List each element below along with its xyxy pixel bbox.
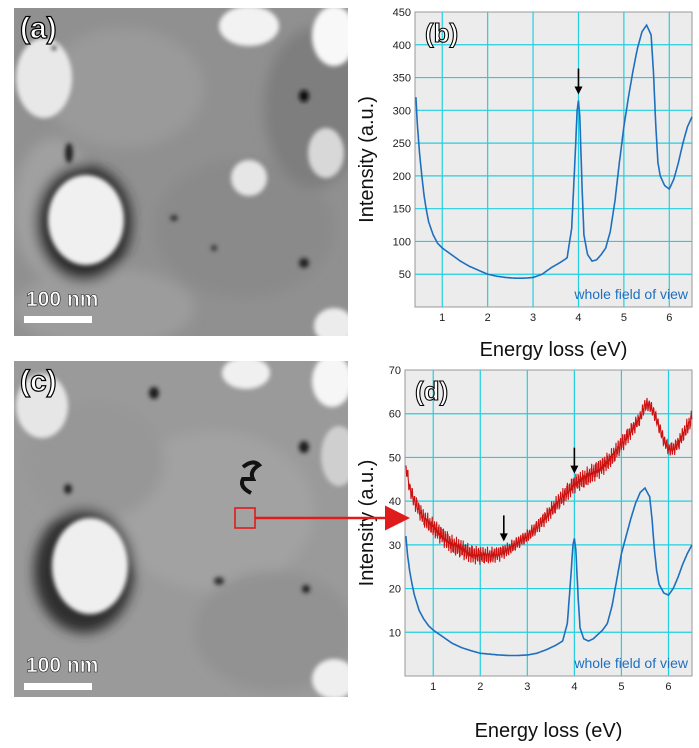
micrograph-c: (c) 100 nm xyxy=(14,361,348,697)
y-tick-label: 250 xyxy=(393,138,411,150)
y-tick-label: 200 xyxy=(393,171,411,183)
series-line-1 xyxy=(405,486,693,657)
chart-svg: 1 2 3 4 5 6 50 100 150 200 250 300 350 400 450 (b) whole… xyxy=(356,7,693,361)
panel-label: (b) xyxy=(425,18,458,48)
x-tick-label: 2 xyxy=(485,312,491,324)
peak-arrow xyxy=(574,68,583,95)
y-tick-label: 40 xyxy=(389,496,401,508)
y-tick-label: 400 xyxy=(393,40,411,52)
micrograph-c-image xyxy=(14,361,348,697)
scale-label-c: 100 nm xyxy=(26,654,99,678)
y-tick-label: 10 xyxy=(389,627,401,639)
micrograph-a: (a) 100 nm xyxy=(14,8,348,336)
micrograph-a-image xyxy=(14,8,348,336)
x-tick-label: 1 xyxy=(430,681,436,693)
panel-label: (d) xyxy=(415,376,448,406)
x-tick-label: 4 xyxy=(575,312,581,324)
series-line-0 xyxy=(405,397,693,565)
y-tick-label: 50 xyxy=(399,269,411,281)
x-tick-label: 5 xyxy=(621,312,627,324)
y-tick-label: 30 xyxy=(389,540,401,552)
x-tick-label: 3 xyxy=(530,312,536,324)
y-tick-label: 20 xyxy=(389,584,401,596)
y-tick-label: 100 xyxy=(393,236,411,248)
annotation-label: whole field of view xyxy=(573,655,689,671)
scale-label-a: 100 nm xyxy=(26,288,99,312)
x-tick-label: 1 xyxy=(439,312,445,324)
y-axis-label: Intensity (a.u.) xyxy=(356,96,378,223)
y-tick-label: 150 xyxy=(393,204,411,216)
series-line-0 xyxy=(415,23,693,280)
x-tick-label: 6 xyxy=(665,681,671,693)
y-tick-label: 50 xyxy=(389,452,401,464)
y-axis-label: Intensity (a.u.) xyxy=(356,460,378,587)
chart-svg: 1 2 3 4 5 6 10 20 30 40 50 60 70 (d) whole field of vi… xyxy=(356,365,693,742)
x-tick-label: 2 xyxy=(477,681,483,693)
plot-area xyxy=(404,369,693,677)
y-tick-label: 350 xyxy=(393,73,411,85)
panel-label-a: (a) xyxy=(19,11,57,45)
peak-arrow xyxy=(499,515,508,542)
y-tick-label: 70 xyxy=(389,365,401,377)
x-tick-label: 6 xyxy=(666,312,672,324)
annotation-label: whole field of view xyxy=(573,286,689,302)
scale-bar-c xyxy=(24,683,92,690)
panel-label-c: (c) xyxy=(19,364,57,398)
scale-bar-a xyxy=(24,316,92,323)
y-tick-label: 450 xyxy=(393,7,411,19)
plot-area xyxy=(414,11,693,308)
x-axis-label: Energy loss (eV) xyxy=(480,339,628,361)
x-tick-label: 5 xyxy=(618,681,624,693)
x-tick-label: 4 xyxy=(571,681,577,693)
spectrum-chart-b: 1 2 3 4 5 6 50 100 150 200 250 300 350 400 450 (b) whole… xyxy=(355,0,699,362)
y-tick-label: 300 xyxy=(393,105,411,117)
peak-arrow xyxy=(570,447,579,474)
x-tick-label: 3 xyxy=(524,681,530,693)
spectrum-chart-d: 1 2 3 4 5 6 10 20 30 40 50 60 70 (d) whole field of vi… xyxy=(355,362,699,743)
y-tick-label: 60 xyxy=(389,409,401,421)
x-axis-label: Energy loss (eV) xyxy=(475,720,623,742)
